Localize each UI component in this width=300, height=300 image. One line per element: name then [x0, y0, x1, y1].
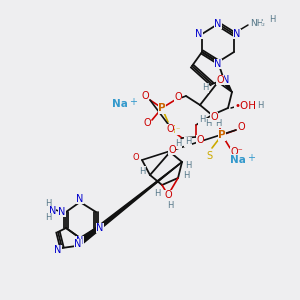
Text: H: H — [185, 137, 191, 146]
Text: Na: Na — [230, 155, 246, 165]
Text: N: N — [76, 194, 84, 204]
Text: H: H — [257, 100, 263, 109]
Text: O⁻: O⁻ — [231, 147, 243, 157]
Text: +: + — [129, 97, 137, 107]
Text: N: N — [74, 239, 82, 249]
Text: P: P — [158, 103, 166, 113]
Text: O: O — [168, 145, 176, 155]
Text: S: S — [206, 151, 212, 161]
Text: H: H — [139, 167, 145, 176]
Text: O: O — [133, 152, 139, 161]
Text: •OH: •OH — [235, 101, 257, 111]
Text: H: H — [269, 16, 275, 25]
Text: NH: NH — [250, 20, 263, 28]
Text: H: H — [202, 83, 208, 92]
Text: O: O — [164, 190, 172, 200]
Text: H: H — [183, 172, 189, 181]
Text: H: H — [154, 188, 160, 197]
Text: N: N — [222, 75, 230, 85]
Text: N: N — [76, 236, 84, 246]
Text: O: O — [174, 92, 182, 102]
Text: O: O — [143, 118, 151, 128]
Text: O: O — [237, 122, 245, 132]
Text: O: O — [141, 91, 149, 101]
Text: O: O — [210, 112, 218, 122]
Text: H: H — [215, 118, 221, 127]
Text: ₂: ₂ — [262, 21, 265, 27]
Text: N: N — [195, 29, 203, 39]
Text: H: H — [46, 214, 52, 223]
Text: O: O — [216, 75, 224, 85]
Text: O: O — [196, 135, 204, 145]
Polygon shape — [74, 162, 182, 248]
Text: +: + — [247, 153, 255, 163]
Text: H: H — [185, 161, 191, 170]
Text: N: N — [96, 223, 104, 233]
Text: N: N — [49, 206, 56, 216]
Text: N: N — [214, 59, 222, 69]
Text: H: H — [175, 140, 181, 148]
Text: N: N — [214, 19, 222, 29]
Text: P: P — [218, 130, 226, 140]
Text: O: O — [166, 124, 174, 134]
Text: N: N — [54, 245, 62, 255]
Text: H: H — [167, 200, 173, 209]
Text: N: N — [58, 207, 66, 217]
Text: H: H — [205, 118, 211, 127]
Text: H: H — [199, 116, 205, 124]
Text: S: S — [169, 125, 175, 135]
Text: ⁻: ⁻ — [176, 125, 180, 134]
Text: N: N — [233, 29, 241, 39]
Polygon shape — [222, 79, 232, 92]
Text: H: H — [46, 200, 52, 208]
Text: Na: Na — [112, 99, 128, 109]
